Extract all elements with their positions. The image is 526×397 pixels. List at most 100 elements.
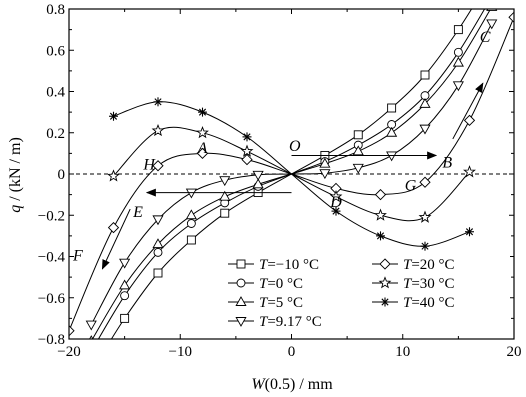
data-point (185, 209, 197, 220)
y-tick-label: −0.6 (38, 291, 66, 307)
data-point (252, 178, 264, 189)
x-tick-label: 20 (507, 344, 522, 360)
legend-marker (379, 258, 391, 270)
point-label-O: O (289, 138, 301, 155)
y-tick-label: 0 (58, 167, 66, 183)
data-point (418, 210, 432, 223)
data-point (353, 130, 363, 140)
legend-label: T=5 °C (259, 295, 303, 311)
legend-label: T=0 °C (259, 276, 303, 292)
data-point (153, 247, 163, 257)
data-point (120, 291, 130, 301)
data-point (453, 25, 463, 35)
data-point (419, 124, 431, 135)
data-point (107, 221, 120, 234)
legend-marker (380, 297, 390, 307)
data-point (419, 176, 431, 188)
data-point (87, 368, 95, 376)
data-point (452, 81, 464, 92)
point-label-G: G (405, 177, 417, 194)
series-line (113, 101, 470, 247)
data-point (329, 189, 343, 203)
data-point (109, 111, 118, 121)
path-arrow (452, 82, 484, 140)
data-point (242, 132, 252, 142)
data-point (331, 206, 341, 216)
data-point (508, 11, 514, 23)
point-label-B: B (442, 155, 452, 172)
data-point (107, 169, 120, 182)
legend-marker (236, 259, 246, 269)
y-tick-label: −0.4 (38, 250, 66, 266)
point-label-E: E (132, 204, 143, 221)
data-point (196, 147, 209, 160)
legend-label: T=20 °C (403, 257, 455, 273)
data-point (219, 190, 231, 201)
data-point (151, 123, 165, 137)
data-point (452, 56, 464, 67)
data-point (89, 335, 94, 339)
point-label-F: F (72, 247, 83, 264)
data-point (420, 70, 430, 80)
legend-marker (378, 276, 392, 289)
y-tick-label: 0.4 (46, 85, 65, 101)
y-tick-label: −0.2 (38, 208, 65, 224)
data-point (185, 188, 197, 199)
data-point (319, 157, 331, 168)
data-point (419, 97, 431, 108)
point-label-D: D (329, 194, 342, 211)
y-tick-label: −0.8 (38, 332, 65, 348)
data-point (319, 169, 331, 180)
legend-marker (236, 278, 246, 288)
x-axis-title: W(0.5) / mm (251, 376, 333, 393)
data-point (488, 0, 496, 1)
data-point (119, 279, 131, 290)
data-point (387, 103, 397, 113)
path-arrow (101, 208, 131, 270)
data-point (352, 145, 364, 156)
data-point (196, 126, 209, 139)
data-point (465, 227, 474, 237)
y-tick-label: 0.6 (46, 43, 65, 59)
data-point (486, 19, 498, 30)
data-point (352, 163, 364, 174)
data-point (376, 231, 385, 241)
legend-label: T=30 °C (403, 276, 455, 292)
data-point (219, 176, 231, 187)
data-point (240, 144, 254, 157)
data-point (463, 114, 476, 127)
data-point (453, 47, 463, 57)
legend-label: T=−10 °C (259, 257, 319, 273)
data-point (386, 151, 398, 162)
data-point (152, 238, 164, 249)
x-tick-label: −10 (169, 344, 192, 360)
point-label-H: H (142, 157, 156, 174)
y-tick-label: 0.2 (46, 126, 65, 142)
data-point (153, 97, 163, 107)
data-point (85, 320, 97, 331)
data-point (241, 153, 253, 166)
data-point (152, 215, 164, 226)
data-point (69, 325, 75, 337)
x-tick-label: 10 (395, 344, 410, 360)
data-point (87, 347, 95, 355)
legend-marker (235, 296, 247, 306)
data-point (386, 126, 398, 137)
data-point (420, 241, 430, 251)
data-point (153, 268, 163, 278)
data-point (220, 208, 230, 218)
point-label-C: C (480, 29, 491, 46)
x-tick-label: 0 (288, 344, 296, 360)
point-label-A: A (197, 140, 208, 157)
y-tick-label: 0.8 (46, 2, 65, 18)
data-point (463, 165, 476, 178)
x-tick-label: −20 (57, 344, 80, 360)
legend-box (222, 252, 510, 332)
legend-label: T=9.17 °C (259, 314, 322, 330)
data-point (186, 235, 196, 245)
data-point (152, 160, 164, 172)
legend-marker (235, 317, 247, 327)
data-point (198, 107, 207, 117)
data-point (252, 170, 264, 181)
